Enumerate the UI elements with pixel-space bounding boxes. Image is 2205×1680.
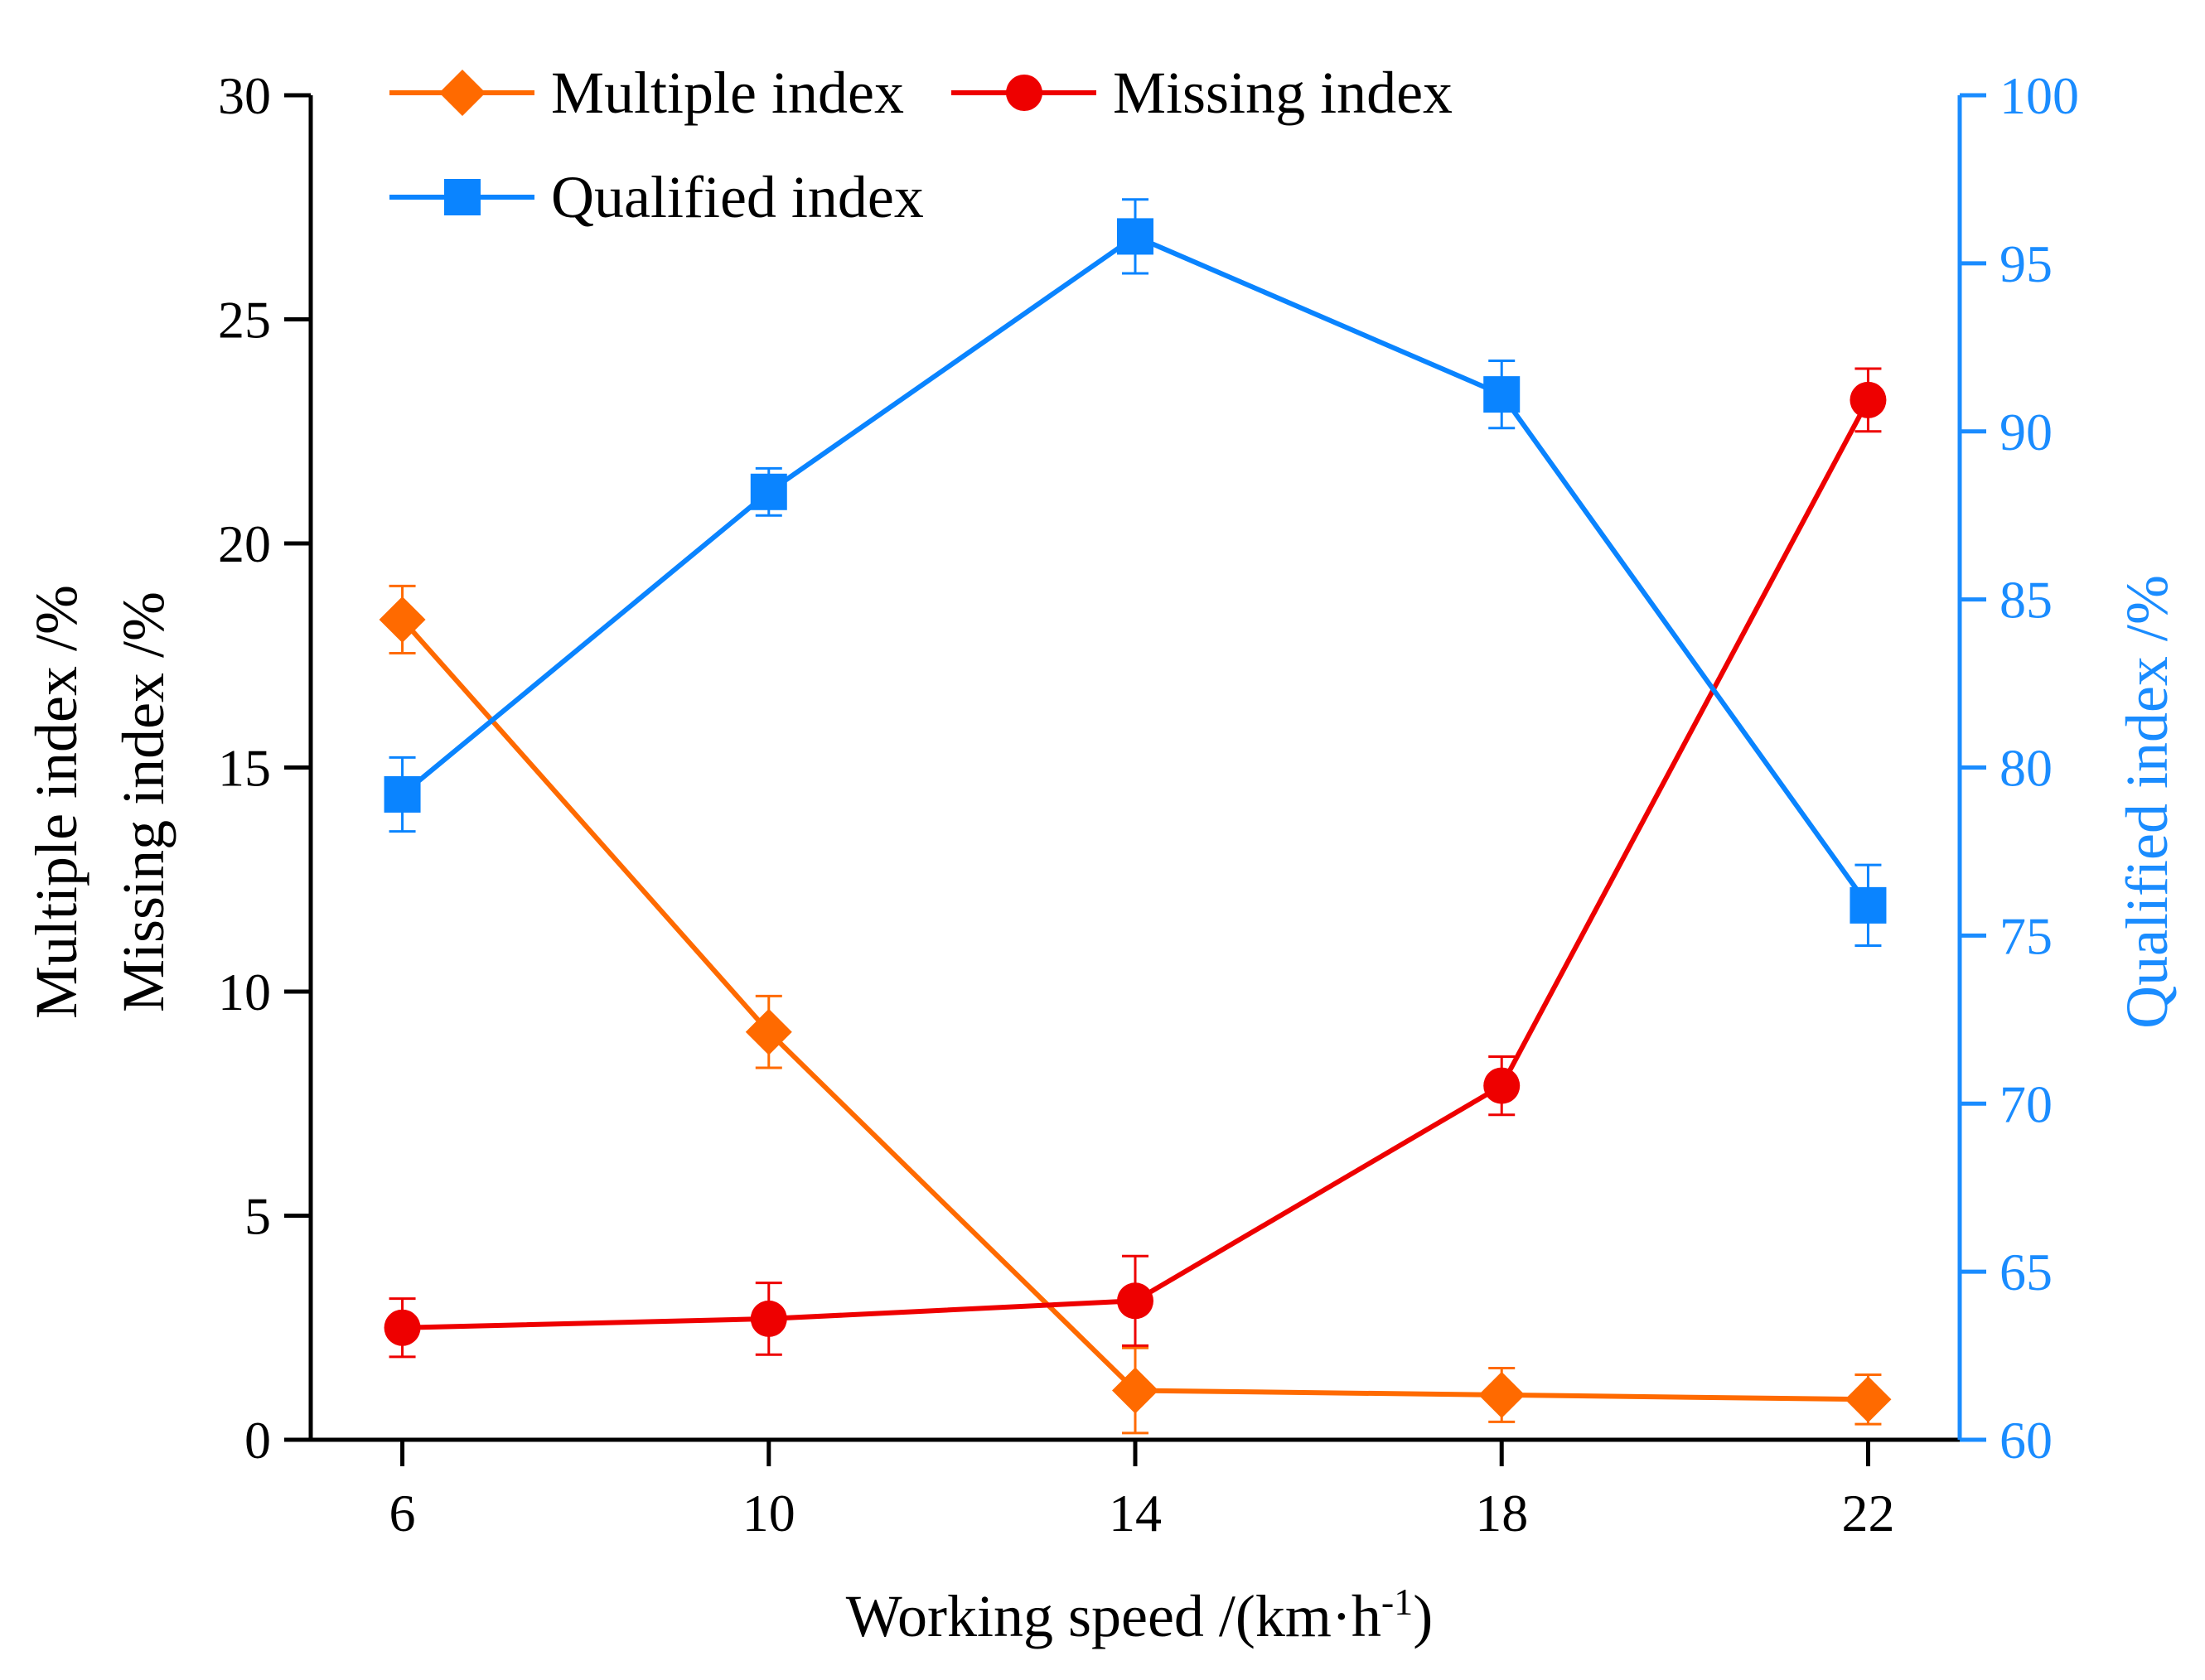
x-tick-label-3: 18: [1475, 1484, 1528, 1542]
axes: [308, 95, 1962, 1442]
y-right-tick-label-8: 100: [1999, 66, 2079, 125]
y-axis-right-title: Qualified index /%: [2114, 575, 2180, 1029]
legend: Multiple index Missing index Qualified ind…: [389, 60, 1453, 230]
multiple-index-point-1: [745, 1008, 792, 1055]
y-right-tick-label-4: 80: [1999, 739, 2053, 798]
x-tick-label-1: 10: [742, 1484, 795, 1542]
x-tick-label-4: 22: [1841, 1484, 1894, 1542]
legend-label-missing-index: Missing index: [1113, 60, 1453, 126]
x-tick-label-2: 14: [1109, 1484, 1162, 1542]
y-right-tick-label-1: 65: [1999, 1243, 2053, 1301]
qualified-index-line: [400, 234, 1870, 907]
y-left-tick-label-2: 10: [218, 963, 271, 1021]
qualified-index-point-0: [384, 775, 421, 813]
missing-index-point-0: [384, 1309, 421, 1346]
y-right-tick-label-0: 60: [1999, 1411, 2053, 1470]
multiple-index-point-0: [379, 596, 426, 643]
y-left-tick-label-4: 20: [218, 514, 271, 573]
y-left-tick-label-0: 0: [244, 1411, 271, 1470]
y-axis-left-title-line1: Multiple index /%: [23, 585, 89, 1019]
qualified-index-point-2: [1117, 218, 1153, 255]
x-axis-title-end: ): [1413, 1583, 1433, 1649]
missing-index-point-3: [1483, 1067, 1521, 1104]
y-right-tick-label-3: 75: [1999, 906, 2053, 965]
x-tick-label-0: 6: [389, 1484, 416, 1542]
y-right-tick-label-5: 85: [1999, 571, 2053, 630]
series-multiple-index: [379, 584, 1892, 1435]
qualified-index-point-3: [1483, 376, 1521, 413]
x-axis-title-main: Working speed /(km·h: [846, 1583, 1381, 1649]
y-right-tick-label-6: 90: [1999, 403, 2053, 461]
multiple-index-point-3: [1478, 1371, 1526, 1418]
qualified-index-point-1: [750, 473, 787, 510]
y-left-tick-label-6: 30: [218, 66, 271, 125]
series-missing-index: [384, 367, 1887, 1359]
legend-label-qualified-index: Qualified index: [551, 164, 924, 230]
y-axis-left-title-line2: Missing index /%: [110, 591, 176, 1012]
missing-index-point-2: [1117, 1282, 1153, 1320]
missing-index-point-4: [1850, 381, 1887, 418]
y-left-tick-label-3: 15: [218, 739, 271, 798]
legend-marker-multiple-index: [439, 70, 486, 116]
multiple-index-point-2: [1112, 1367, 1158, 1414]
qualified-index-point-4: [1850, 886, 1887, 924]
legend-marker-qualified-index: [444, 179, 481, 215]
x-axis-title-sup: -1: [1381, 1581, 1413, 1623]
legend-label-multiple-index: Multiple index: [551, 60, 904, 126]
series-qualified-index: [384, 198, 1887, 948]
y-right-tick-label-7: 95: [1999, 234, 2053, 293]
x-axis-title: Working speed /(km·h-1): [846, 1581, 1433, 1649]
ticks: 0 5 10 15 20 25 30 60 65 70 75 80 85 90 95 100 6 10 14 18 22: [218, 66, 2079, 1542]
multiple-index-point-4: [1845, 1376, 1892, 1423]
y-left-tick-label-5: 25: [218, 291, 271, 350]
y-left-tick-label-1: 5: [244, 1187, 271, 1246]
legend-marker-missing-index: [1006, 75, 1042, 111]
series-layer: [379, 198, 1892, 1435]
missing-index-point-1: [750, 1300, 787, 1337]
y-right-tick-label-2: 70: [1999, 1074, 2053, 1133]
